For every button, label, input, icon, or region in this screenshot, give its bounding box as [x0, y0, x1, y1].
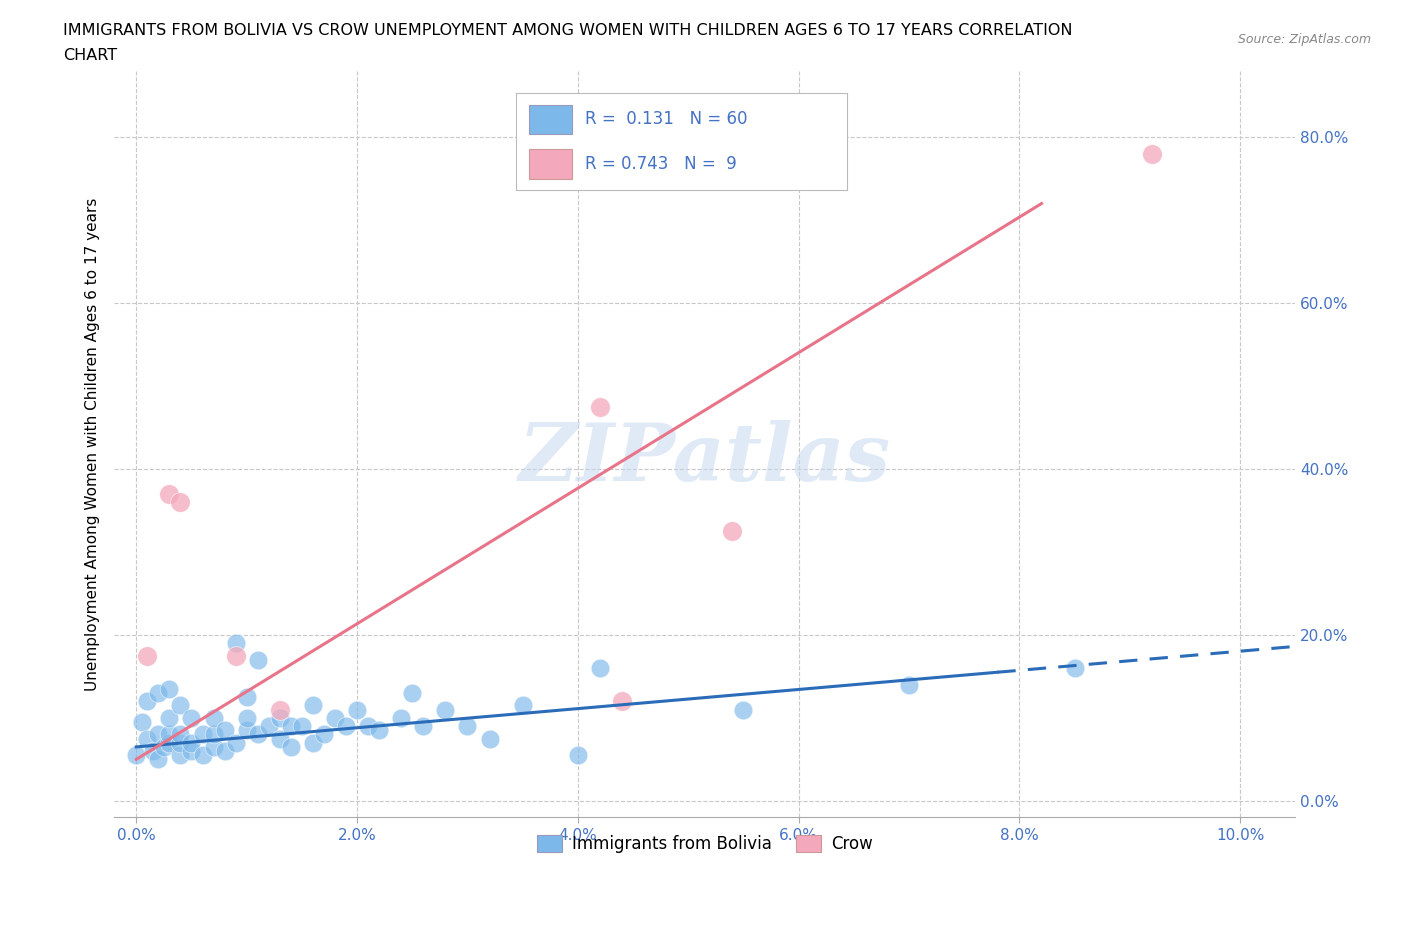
Point — [180, 744, 202, 759]
Point — [157, 736, 180, 751]
Point — [235, 690, 257, 705]
Point — [434, 702, 457, 717]
Point — [246, 727, 269, 742]
Point — [898, 677, 921, 692]
Point — [157, 727, 180, 742]
Point — [225, 636, 247, 651]
Point — [335, 719, 357, 734]
Point — [225, 648, 247, 663]
Point — [389, 711, 412, 725]
Point — [169, 748, 191, 763]
Point — [302, 698, 325, 713]
Point — [456, 719, 478, 734]
Point — [180, 711, 202, 725]
Point — [323, 711, 346, 725]
Point — [721, 524, 744, 538]
Point — [169, 736, 191, 751]
Text: IMMIGRANTS FROM BOLIVIA VS CROW UNEMPLOYMENT AMONG WOMEN WITH CHILDREN AGES 6 TO: IMMIGRANTS FROM BOLIVIA VS CROW UNEMPLOY… — [63, 23, 1073, 38]
Point — [153, 739, 176, 754]
Point — [610, 694, 633, 709]
Point — [225, 736, 247, 751]
Point — [157, 682, 180, 697]
Point — [280, 719, 302, 734]
Point — [235, 723, 257, 737]
Point — [235, 711, 257, 725]
Point — [246, 652, 269, 667]
Point — [180, 736, 202, 751]
Point — [202, 711, 225, 725]
Point — [291, 719, 314, 734]
Point — [567, 748, 589, 763]
Point — [169, 495, 191, 510]
Point — [1063, 660, 1085, 675]
Point — [148, 727, 170, 742]
Point — [191, 748, 214, 763]
Point — [733, 702, 755, 717]
Point — [312, 727, 335, 742]
Point — [589, 660, 612, 675]
Point — [512, 698, 534, 713]
Text: Source: ZipAtlas.com: Source: ZipAtlas.com — [1237, 33, 1371, 46]
Point — [302, 736, 325, 751]
Legend: Immigrants from Bolivia, Crow: Immigrants from Bolivia, Crow — [529, 827, 882, 861]
Y-axis label: Unemployment Among Women with Children Ages 6 to 17 years: Unemployment Among Women with Children A… — [86, 197, 100, 691]
Point — [136, 731, 159, 746]
Point — [346, 702, 368, 717]
Point — [169, 727, 191, 742]
Point — [148, 685, 170, 700]
Point — [269, 702, 291, 717]
Point — [368, 723, 391, 737]
Point — [214, 723, 236, 737]
Point — [148, 751, 170, 766]
Point — [125, 748, 148, 763]
Point — [157, 711, 180, 725]
Point — [478, 731, 501, 746]
Point — [191, 727, 214, 742]
Point — [214, 744, 236, 759]
Point — [169, 698, 191, 713]
Point — [202, 739, 225, 754]
Point — [131, 714, 153, 729]
Point — [357, 719, 380, 734]
Text: ZIPatlas: ZIPatlas — [519, 420, 891, 498]
Point — [401, 685, 423, 700]
Point — [269, 711, 291, 725]
Point — [142, 744, 165, 759]
Text: CHART: CHART — [63, 48, 117, 63]
Point — [412, 719, 434, 734]
Point — [136, 648, 159, 663]
Point — [1140, 146, 1163, 161]
Point — [136, 694, 159, 709]
Point — [202, 727, 225, 742]
Point — [157, 486, 180, 501]
Point — [269, 731, 291, 746]
Point — [589, 399, 612, 414]
Point — [280, 739, 302, 754]
Point — [257, 719, 280, 734]
